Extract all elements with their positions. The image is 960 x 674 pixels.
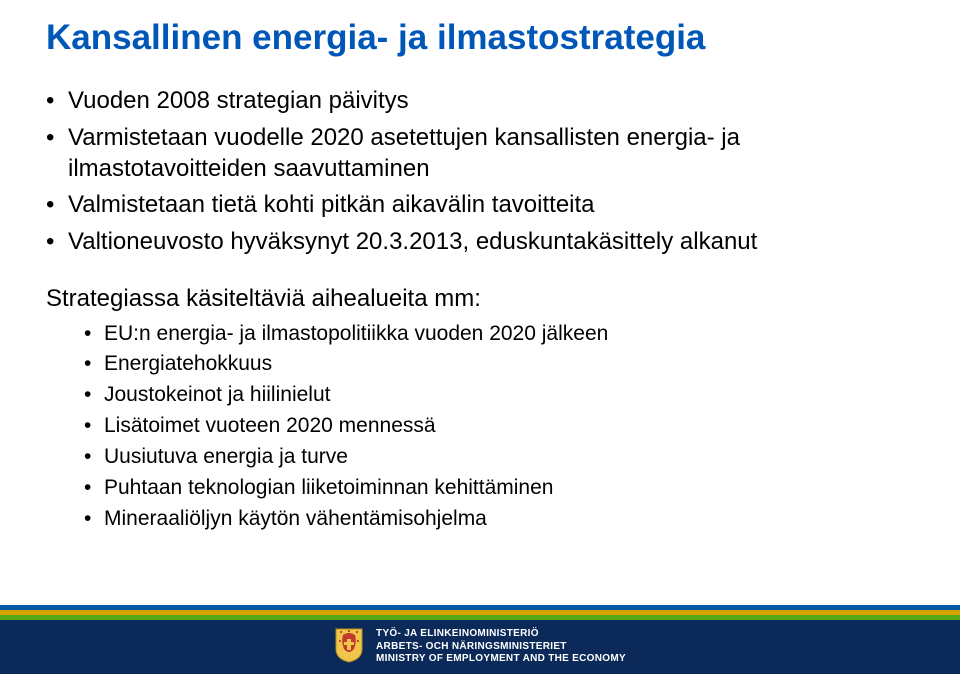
ministry-line-en: MINISTRY OF EMPLOYMENT AND THE ECONOMY bbox=[376, 653, 626, 666]
footer-stripes bbox=[0, 605, 960, 620]
sub-bullet-item: Mineraaliöljyn käytön vähentämisohjelma bbox=[84, 506, 914, 533]
sub-bullet-item: Uusiutuva energia ja turve bbox=[84, 444, 914, 471]
bullet-item: Valmistetaan tietä kohti pitkän aikaväli… bbox=[46, 190, 914, 221]
slide: Kansallinen energia- ja ilmastostrategia… bbox=[0, 0, 960, 674]
sub-bullet-item: EU:n energia- ja ilmastopolitiikka vuode… bbox=[84, 321, 914, 348]
sub-bullet-item: Energiatehokkuus bbox=[84, 351, 914, 378]
footer-bar: TYÖ- JA ELINKEINOMINISTERIÖ ARBETS- OCH … bbox=[0, 620, 960, 674]
main-bullet-list: Vuoden 2008 strategian päivitys Varmiste… bbox=[46, 86, 914, 258]
coat-of-arms-icon bbox=[334, 627, 364, 668]
bullet-item: Vuoden 2008 strategian päivitys bbox=[46, 86, 914, 117]
ministry-line-fi: TYÖ- JA ELINKEINOMINISTERIÖ bbox=[376, 628, 626, 641]
sub-bullet-list: EU:n energia- ja ilmastopolitiikka vuode… bbox=[46, 321, 914, 533]
slide-title: Kansallinen energia- ja ilmastostrategia bbox=[46, 18, 914, 58]
sub-bullet-item: Lisätoimet vuoteen 2020 mennessä bbox=[84, 413, 914, 440]
ministry-name: TYÖ- JA ELINKEINOMINISTERIÖ ARBETS- OCH … bbox=[376, 628, 626, 666]
bullet-item: Valtioneuvosto hyväksynyt 20.3.2013, edu… bbox=[46, 227, 914, 258]
sub-heading: Strategiassa käsiteltäviä aihealueita mm… bbox=[46, 284, 914, 315]
ministry-line-sv: ARBETS- OCH NÄRINGSMINISTERIET bbox=[376, 641, 626, 654]
sub-bullet-item: Joustokeinot ja hiilinielut bbox=[84, 382, 914, 409]
bullet-item: Varmistetaan vuodelle 2020 asetettujen k… bbox=[46, 123, 914, 184]
slide-footer: TYÖ- JA ELINKEINOMINISTERIÖ ARBETS- OCH … bbox=[0, 605, 960, 674]
sub-bullet-item: Puhtaan teknologian liiketoiminnan kehit… bbox=[84, 475, 914, 502]
